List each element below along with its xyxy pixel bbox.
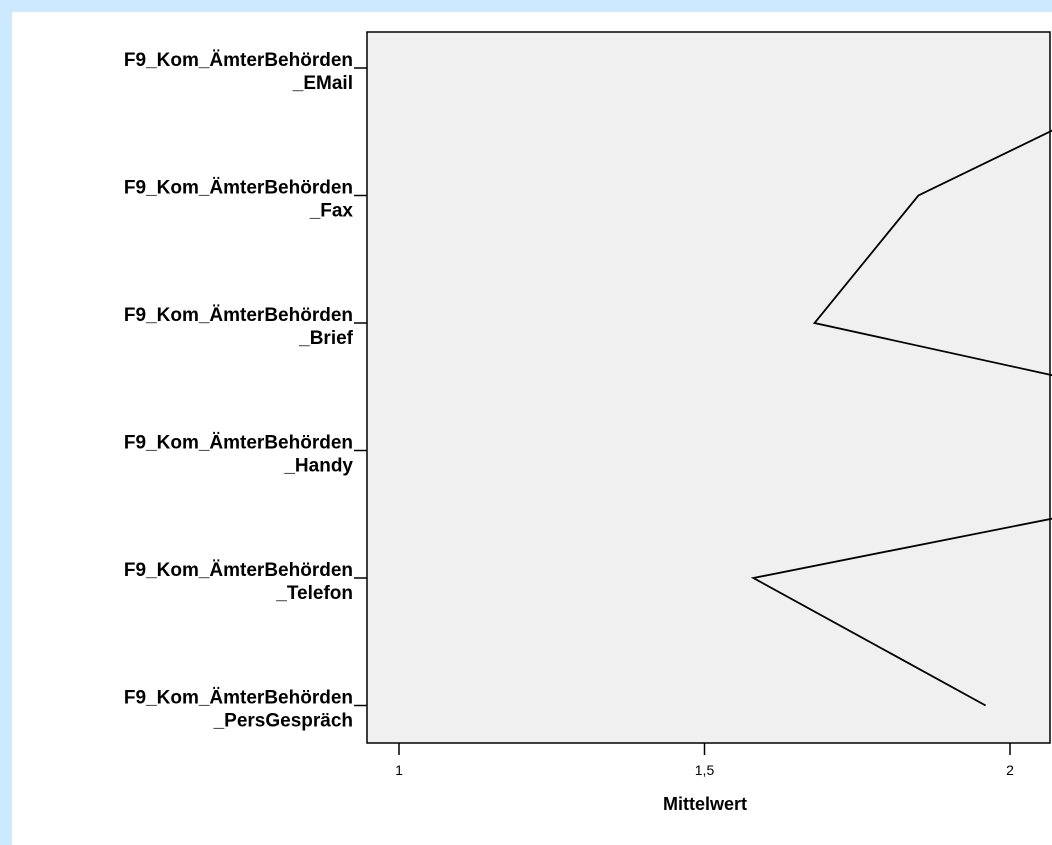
y-tick-label: F9_Kom_ÄmterBehörden bbox=[124, 50, 353, 71]
y-tick-label: F9_Kom_ÄmterBehörden bbox=[124, 178, 353, 199]
y-tick-label: F9_Kom_ÄmterBehörden bbox=[124, 560, 353, 581]
y-axis: F9_Kom_ÄmterBehörden_EMailF9_Kom_ÄmterBe… bbox=[124, 50, 367, 732]
x-tick-label: 1,5 bbox=[695, 762, 715, 778]
plot-area bbox=[366, 31, 1051, 744]
y-tick-label: _Handy bbox=[283, 456, 353, 477]
y-tick-label: _Fax bbox=[309, 201, 354, 222]
chart-svg: F9_Kom_ÄmterBehörden_EMailF9_Kom_ÄmterBe… bbox=[124, 31, 1052, 814]
y-tick-label: F9_Kom_ÄmterBehörden bbox=[124, 688, 353, 709]
y-tick-label: _Telefon bbox=[275, 583, 353, 604]
series-mittelwert bbox=[750, 129, 1052, 707]
series-line bbox=[750, 129, 1052, 707]
y-tick-label: _Brief bbox=[298, 328, 354, 349]
y-tick-label: _EMail bbox=[292, 73, 353, 94]
x-axis-title: Mittelwert bbox=[663, 794, 747, 814]
y-tick-label: _PersGespräch bbox=[213, 711, 353, 732]
chart-frame: F9_Kom_ÄmterBehörden _EMail F9_Kom_ÄmterBe… bbox=[12, 12, 1052, 845]
x-axis: 11,522,53 bbox=[395, 743, 1014, 778]
x-tick-label: 2 bbox=[1006, 762, 1014, 778]
x-tick-label: 1 bbox=[395, 762, 403, 778]
y-tick-label: F9_Kom_ÄmterBehörden bbox=[124, 305, 353, 326]
y-tick-label: F9_Kom_ÄmterBehörden bbox=[124, 433, 353, 454]
